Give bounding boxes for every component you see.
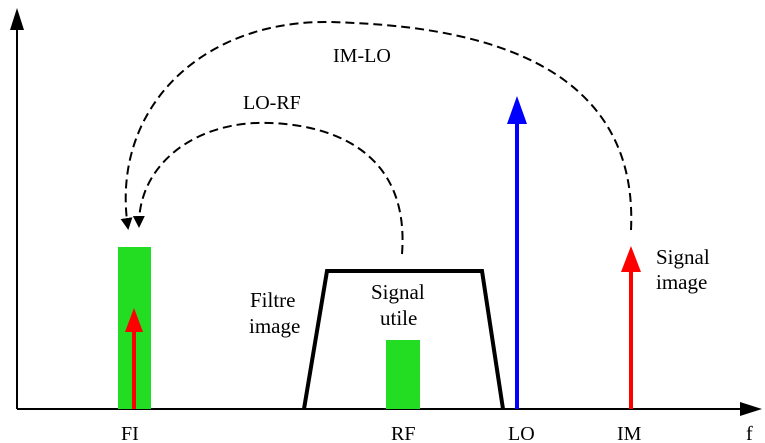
axis-label-lo: LO (508, 423, 535, 443)
arc-label-im-lo: IM-LO (333, 45, 391, 67)
signal-utile-label-line1: Signal (371, 280, 425, 304)
signal-image-label-line2: image (656, 270, 707, 294)
fi-red-arrow (125, 308, 143, 409)
signal-utile-label-line2: utile (380, 306, 417, 330)
filtre-label-line1: Filtre (250, 288, 296, 312)
im-red-arrow (621, 246, 641, 409)
axis-label-fi: FI (121, 423, 139, 443)
y-axis-arrowhead (10, 8, 24, 30)
rf-signal-block (386, 340, 420, 409)
lo-blue-arrow (507, 96, 527, 409)
axis-label-im: IM (617, 423, 642, 443)
image-filter-trapezoid (302, 269, 505, 410)
im-lo-dashed-arc (120, 20, 633, 231)
axis-label-rf: RF (391, 423, 415, 443)
signal-image-label-line1: Signal (656, 245, 710, 269)
axis-label-f: f (746, 423, 753, 443)
x-axis-arrowhead (740, 402, 762, 416)
arc-label-lo-rf: LO-RF (243, 92, 301, 114)
filtre-label-line2: image (249, 314, 300, 338)
lo-rf-dashed-arc (132, 121, 404, 255)
